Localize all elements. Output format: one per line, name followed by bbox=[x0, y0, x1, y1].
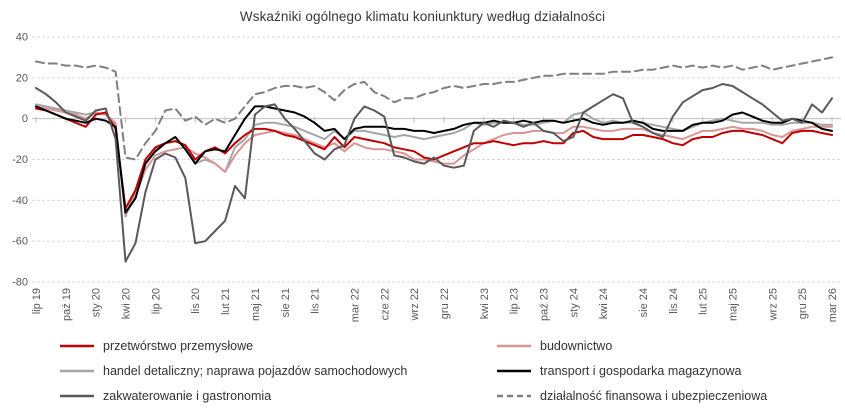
y-axis-tick-label: 40 bbox=[16, 32, 28, 44]
series-line-przetwórstwo-przemysłowe bbox=[35, 107, 833, 210]
legend-item: budownictwo bbox=[497, 339, 845, 353]
x-axis-tick-label: sie 21 bbox=[280, 288, 292, 317]
legend-item: zakwaterowanie i gastronomia bbox=[60, 389, 497, 403]
legend-swatch-line bbox=[60, 394, 94, 398]
y-axis-tick-label: 0 bbox=[22, 113, 28, 125]
y-axis-tick-label: -60 bbox=[12, 236, 28, 248]
x-axis-tick-label: maj 25 bbox=[728, 288, 740, 321]
legend-label: przetwórstwo przemysłowe bbox=[103, 339, 254, 353]
y-axis-tick-label: -20 bbox=[12, 154, 28, 166]
y-axis-tick-label: -80 bbox=[12, 277, 28, 289]
series-line-działalność-finansowa-i-ubezpieczeniowa bbox=[35, 56, 833, 161]
x-axis-tick-label: lut 21 bbox=[220, 288, 232, 315]
legend-item: handel detaliczny; naprawa pojazdów samo… bbox=[60, 364, 497, 378]
x-axis-tick-label: kwi 23 bbox=[479, 288, 491, 319]
legend-swatch-line bbox=[497, 394, 531, 398]
legend-label: budownictwo bbox=[540, 339, 613, 353]
legend-swatch-line bbox=[60, 344, 94, 348]
x-axis-tick-label: paź 19 bbox=[61, 288, 73, 321]
legend-label: handel detaliczny; naprawa pojazdów samo… bbox=[103, 364, 408, 378]
series-line-zakwaterowanie-i-gastronomia bbox=[35, 83, 833, 263]
x-axis-tick-label: mar 22 bbox=[349, 288, 361, 322]
x-axis-tick-label: paź 23 bbox=[538, 288, 550, 321]
x-axis-tick-label: lip 23 bbox=[509, 288, 521, 314]
x-axis-tick-label: lut 25 bbox=[698, 288, 710, 315]
y-axis-tick-label: -40 bbox=[12, 195, 28, 207]
x-axis-tick-label: mar 26 bbox=[827, 288, 839, 322]
x-axis-tick-label: lip 19 bbox=[31, 288, 43, 314]
legend-item: transport i gospodarka magazynowa bbox=[497, 364, 845, 378]
legend-label: zakwaterowanie i gastronomia bbox=[103, 389, 272, 403]
y-axis-tick-label: 20 bbox=[16, 72, 28, 84]
x-axis-tick-label: wrz 25 bbox=[767, 288, 779, 321]
chart-title: Wskaźniki ogólnego klimatu koniunktury w… bbox=[239, 9, 606, 24]
x-axis-tick-label: lis 24 bbox=[668, 288, 680, 314]
x-axis-tick-label: lip 20 bbox=[150, 288, 162, 314]
series-line-transport-i-gospodarka-magazynowa bbox=[35, 105, 833, 214]
legend-item: przetwórstwo przemysłowe bbox=[60, 339, 497, 353]
x-axis-tick-label: sty 20 bbox=[91, 288, 103, 317]
x-axis-tick-label: cze 22 bbox=[379, 288, 391, 320]
x-axis-tick-label: sie 24 bbox=[638, 288, 650, 317]
x-axis-tick-label: lis 20 bbox=[190, 288, 202, 314]
x-axis-tick-label: maj 21 bbox=[250, 288, 262, 321]
legend-item: działalność finansowa i ubezpieczeniowa bbox=[497, 389, 845, 403]
legend-swatch-line bbox=[497, 369, 531, 373]
series-line-budownictwo bbox=[35, 105, 833, 216]
x-axis-tick-label: gru 25 bbox=[797, 288, 809, 319]
legend: przetwórstwo przemysłowe budownictwo hande… bbox=[0, 329, 845, 403]
x-axis-tick-label: lis 21 bbox=[310, 288, 322, 314]
x-axis-tick-label: kwi 24 bbox=[598, 288, 610, 319]
legend-label: transport i gospodarka magazynowa bbox=[540, 364, 742, 378]
x-axis-tick-label: sty 24 bbox=[568, 288, 580, 317]
x-axis-tick-label: wrz 22 bbox=[409, 288, 421, 321]
x-axis-tick-label: gru 22 bbox=[439, 288, 451, 319]
legend-swatch-line bbox=[60, 369, 94, 373]
legend-label: działalność finansowa i ubezpieczeniowa bbox=[540, 389, 768, 403]
x-axis-tick-label: kwi 20 bbox=[121, 288, 133, 319]
legend-swatch-line bbox=[497, 344, 531, 348]
